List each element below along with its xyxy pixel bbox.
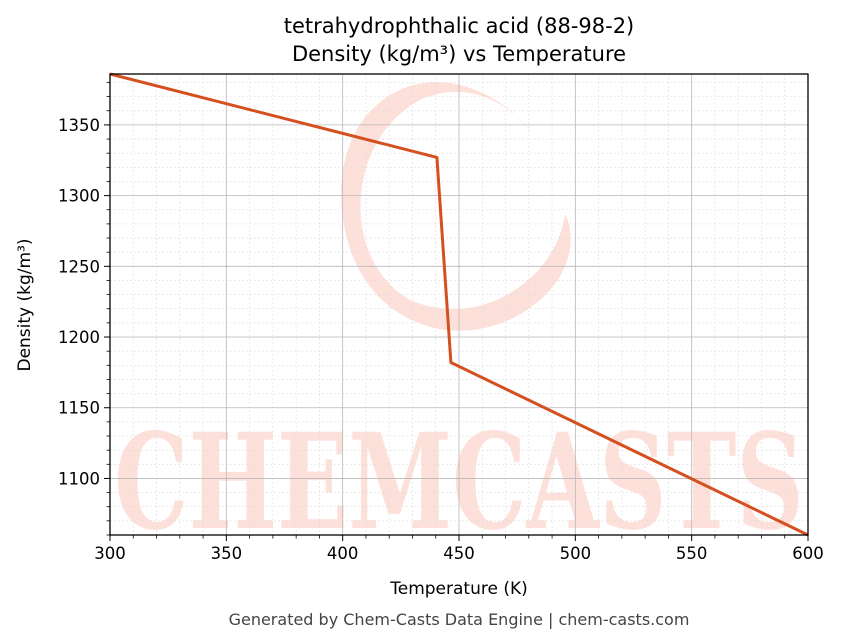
x-axis-label: Temperature (K) — [389, 579, 528, 599]
y-tick-label: 1250 — [58, 257, 100, 276]
x-tick-label: 600 — [792, 544, 824, 563]
x-tick-label: 350 — [211, 544, 243, 563]
y-tick-label: 1150 — [58, 399, 100, 418]
x-tick-label: 400 — [327, 544, 359, 563]
y-tick-label: 1100 — [58, 469, 100, 488]
y-tick-label: 1200 — [58, 328, 100, 347]
footer-credit: Generated by Chem-Casts Data Engine | ch… — [229, 610, 690, 629]
ticks: 300 350 400 450 500 550 600 1100 1150 1200 1250 130… — [58, 82, 824, 563]
chart-subtitle: Density (kg/m³) vs Temperature — [292, 42, 626, 66]
x-tick-label: 450 — [443, 544, 475, 563]
chart-title: tetrahydrophthalic acid (88-98-2) — [284, 14, 635, 38]
y-tick-label: 1350 — [58, 116, 100, 135]
y-axis-label: Density (kg/m³) — [15, 238, 35, 371]
series-layer — [109, 72, 809, 537]
x-tick-label: 550 — [676, 544, 708, 563]
x-tick-label: 500 — [560, 544, 592, 563]
y-tick-label: 1300 — [58, 187, 100, 206]
x-tick-label: 300 — [94, 544, 126, 563]
series-line — [109, 72, 809, 537]
